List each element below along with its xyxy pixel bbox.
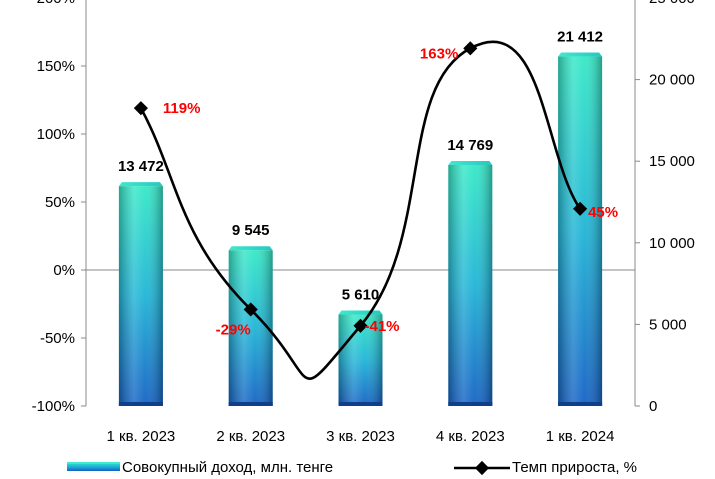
x-tick-label: 3 кв. 2023	[326, 428, 395, 445]
rate-value-label: -29%	[216, 321, 251, 338]
rate-value-label: 119%	[163, 100, 201, 117]
data-labels: 13 472 9 545 5 610 14 769 21 412 119% -29% -41%…	[118, 29, 618, 339]
bar-base	[228, 402, 273, 406]
x-tick-label: 1 кв. 2024	[546, 428, 615, 445]
bar-cap	[118, 182, 163, 187]
bar-base	[118, 402, 163, 406]
left-tick-label: 200%	[37, 0, 75, 7]
rate-line-path	[139, 40, 582, 380]
left-tick-label: -100%	[32, 398, 75, 415]
rate-value-label: 45%	[588, 204, 618, 221]
left-tick-label: 150%	[37, 58, 75, 75]
bar-value-label: 5 610	[342, 286, 380, 303]
bar-base	[558, 402, 603, 406]
right-tick-label: 20 000	[649, 72, 695, 89]
bar-shading	[118, 186, 163, 406]
legend-item-line: Темп прироста, %	[454, 459, 637, 476]
bar-cap	[338, 310, 383, 315]
legend-label: Темп прироста, %	[512, 459, 637, 476]
bar	[118, 182, 163, 406]
bar-value-label: 21 412	[557, 29, 603, 46]
bar-value-label: 14 769	[447, 137, 493, 154]
rate-marker	[133, 101, 148, 116]
bar-value-label: 13 472	[118, 158, 164, 175]
right-tick-label: 5 000	[649, 316, 687, 333]
bar	[228, 246, 273, 406]
bar-shading	[448, 164, 493, 406]
bar-value-label: 9 545	[232, 222, 270, 239]
bar-shading	[228, 250, 273, 406]
legend-item-bars: Совокупный доход, млн. тенге	[67, 459, 333, 476]
x-tick-label: 4 кв. 2023	[436, 428, 505, 445]
right-tick-label: 0	[649, 398, 657, 415]
right-tick-label: 10 000	[649, 235, 695, 252]
rate-marker	[243, 302, 258, 317]
rate-value-label: -41%	[365, 318, 400, 335]
legend-bar-swatch-top	[67, 462, 120, 464]
bar-base	[338, 402, 383, 406]
bar-cap	[448, 160, 493, 165]
bar-base	[448, 402, 493, 406]
legend-label: Совокупный доход, млн. тенге	[122, 459, 333, 476]
rate-line	[133, 40, 588, 380]
rate-value-label: 163%	[420, 45, 458, 62]
bar-cap	[228, 246, 273, 251]
left-tick-label: 50%	[45, 194, 75, 211]
x-tick-label: 1 кв. 2023	[107, 428, 176, 445]
left-tick-label: -50%	[40, 330, 75, 347]
x-tick-label: 2 кв. 2023	[216, 428, 285, 445]
rate-marker	[573, 201, 588, 216]
right-tick-label: 25 000	[649, 0, 695, 7]
rate-marker	[353, 318, 368, 333]
legend-bar-swatch	[67, 462, 120, 471]
bar	[448, 160, 493, 406]
bar-cap	[558, 52, 603, 57]
left-tick-label: 0%	[53, 262, 75, 279]
bar	[558, 52, 603, 407]
axes: -100% -50% 0% 50% 100% 150% 200% 0 5 000 10 000 15…	[32, 0, 695, 445]
legend: Совокупный доход, млн. тенге Темп прирост…	[67, 459, 637, 476]
right-tick-label: 15 000	[649, 153, 695, 170]
bar-shading	[558, 56, 603, 407]
left-tick-label: 100%	[37, 126, 75, 143]
rate-marker	[463, 41, 478, 56]
legend-line-marker	[474, 460, 490, 476]
